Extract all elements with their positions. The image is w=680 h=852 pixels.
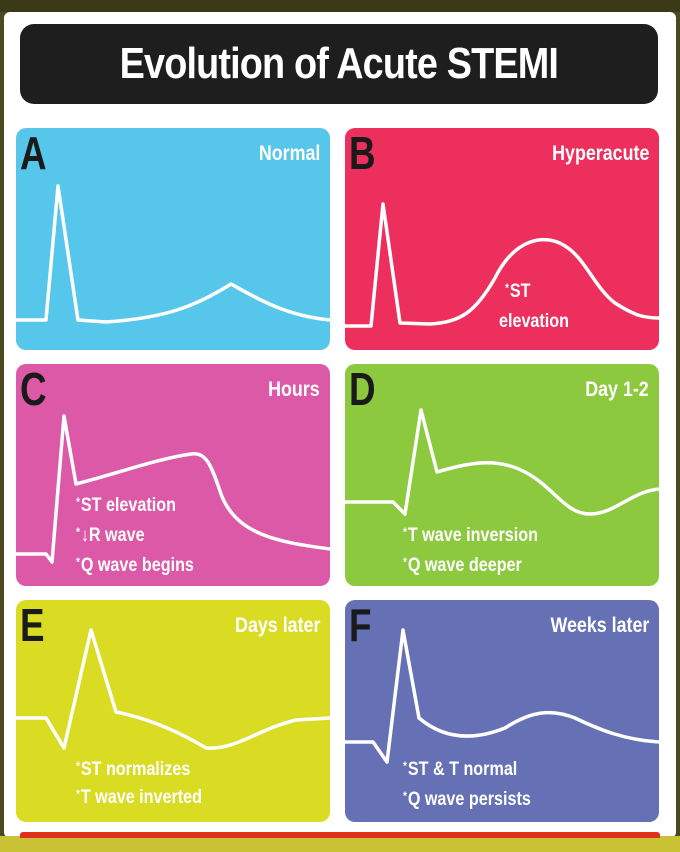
note-t-wave-inversion: *T wave inversion	[403, 525, 538, 546]
stage-label: Hyperacute	[551, 142, 649, 165]
page-title: Evolution of Acute STEMI	[119, 39, 559, 88]
note-elevation: elevation	[499, 311, 570, 332]
ecg-trace-weeks-later	[345, 628, 659, 764]
stage-label: Normal	[258, 142, 320, 165]
panel-b-hyperacute: B Hyperacute *ST elevation	[345, 128, 659, 350]
panel-letter: D	[349, 364, 376, 415]
title-banner: Evolution of Acute STEMI	[20, 24, 658, 104]
bottom-accent-strip	[20, 832, 660, 838]
stage-label: Days later	[234, 614, 320, 637]
ecg-trace-hours	[16, 414, 330, 564]
panel-letter: C	[20, 364, 47, 415]
stage-label: Weeks later	[550, 614, 649, 637]
ecg-trace-day-1-2	[345, 408, 659, 516]
stage-label: Hours	[268, 378, 320, 401]
note-t-wave-inverted: *T wave inverted	[76, 787, 202, 808]
panel-letter: E	[20, 600, 45, 651]
panel-letter: B	[349, 128, 376, 179]
note-q-wave-begins: *Q wave begins	[76, 555, 194, 576]
panel-letter: F	[349, 600, 372, 651]
note-q-wave-persists: *Q wave persists	[403, 789, 531, 810]
ecg-trace-days-later	[16, 628, 330, 750]
note-r-wave: *↓R wave	[76, 525, 145, 546]
stage-label: Day 1-2	[585, 378, 649, 401]
panel-d-day-1-2: D Day 1-2 *T wave inversion *Q wave deep…	[345, 364, 659, 586]
top-border	[0, 0, 680, 12]
ecg-trace-normal	[16, 184, 330, 324]
panel-e-days-later: E Days later *ST normalizes *T wave inve…	[16, 600, 330, 822]
ecg-trace-hyperacute	[345, 202, 659, 328]
note-st: *ST	[505, 281, 531, 302]
note-st-t-normal: *ST & T normal	[403, 759, 518, 780]
bottom-border	[0, 836, 680, 852]
panel-letter: A	[20, 128, 47, 179]
panel-a-normal: A Normal	[16, 128, 330, 350]
note-q-wave-deeper: *Q wave deeper	[403, 555, 522, 576]
panel-c-hours: C Hours *ST elevation *↓R wave *Q wave b…	[16, 364, 330, 586]
panel-f-weeks-later: F Weeks later *ST & T normal *Q wave per…	[345, 600, 659, 822]
note-st-normalizes: *ST normalizes	[76, 759, 191, 780]
note-st-elevation: *ST elevation	[76, 495, 176, 516]
